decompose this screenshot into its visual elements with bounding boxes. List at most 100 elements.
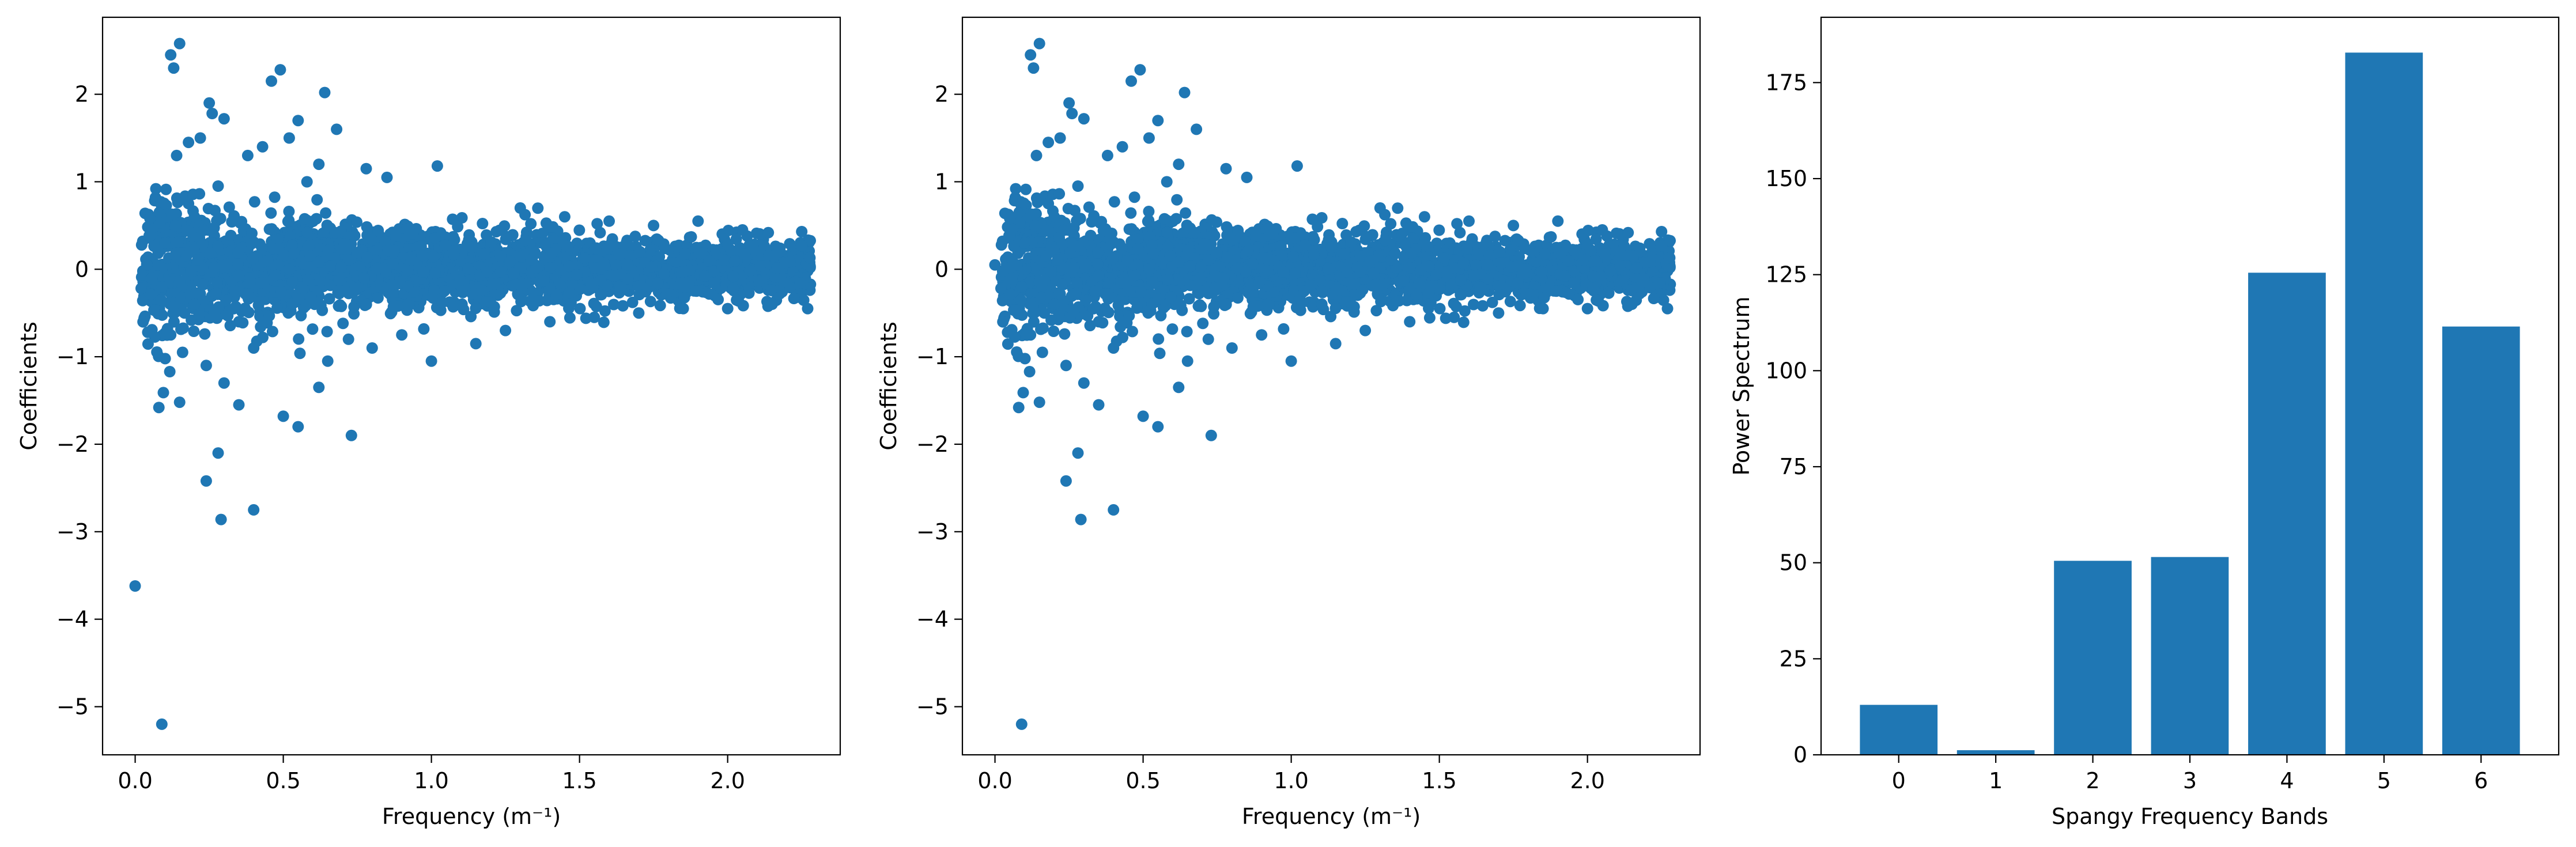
scatter-point (1445, 278, 1457, 290)
scatter-point (164, 366, 176, 377)
scatter-point (765, 284, 777, 296)
scatter-point (209, 205, 221, 217)
scatter-point (579, 252, 591, 264)
scatter-point (1614, 228, 1626, 240)
scatter-point (256, 242, 268, 254)
scatter-point (1603, 287, 1615, 299)
scatter-point (758, 240, 770, 252)
scatter-point (722, 238, 734, 250)
scatter-point (1396, 228, 1408, 240)
scatter-point (232, 247, 244, 259)
scatter-point (248, 504, 260, 516)
scatter-point (142, 338, 154, 350)
scatter-point (563, 302, 575, 315)
scatter-point (429, 232, 441, 244)
scatter-point (1161, 226, 1173, 239)
scatter-point (1590, 233, 1602, 245)
scatter-point (545, 247, 557, 259)
scatter-point (171, 149, 183, 161)
scatter-point (286, 276, 299, 288)
scatter-point (730, 233, 742, 245)
scatter-point (295, 309, 307, 322)
scatter-point (677, 302, 689, 315)
scatter-point (511, 305, 523, 317)
scatter-point (351, 247, 363, 259)
scatter-point (1664, 235, 1676, 247)
scatter-point (157, 387, 169, 399)
x-tick-label: 0.0 (118, 768, 152, 793)
scatter-point (1183, 293, 1195, 305)
scatter-point (256, 141, 269, 153)
scatter-point (284, 230, 296, 243)
x-tick-label: 1.0 (414, 768, 448, 793)
scatter-point (210, 288, 222, 300)
y-axis-label: Coefficients (16, 322, 41, 451)
scatter-point (323, 293, 335, 305)
scatter-point (594, 226, 606, 239)
scatter-point (591, 218, 603, 230)
scatter-point (1019, 353, 1031, 365)
scatter-point (762, 249, 775, 261)
scatter-point (302, 274, 314, 286)
scatter-point (1162, 241, 1174, 253)
x-axis-label: Frequency (m⁻¹) (382, 804, 561, 829)
scatter-point (1040, 225, 1052, 237)
scatter-point (485, 296, 496, 308)
scatter-point (558, 211, 571, 223)
scatter-point (678, 292, 690, 304)
scatter-point (246, 228, 258, 239)
scatter-point (1211, 216, 1222, 228)
scatter-point (1375, 296, 1387, 308)
scatter-point (1457, 316, 1470, 328)
scatter-point (135, 282, 147, 294)
scatter-point (402, 264, 414, 277)
scatter-point (382, 245, 394, 257)
scatter-point (248, 342, 260, 354)
scatter-point (1083, 201, 1095, 213)
scatter-point (198, 224, 210, 236)
scatter-point (727, 270, 739, 282)
scatter-point (796, 240, 808, 252)
scatter-point (1197, 317, 1209, 330)
scatter-point (1154, 347, 1166, 360)
scatter-cloud (135, 183, 817, 399)
scatter-point (470, 338, 482, 350)
scatter-point (494, 250, 507, 262)
scatter-point (329, 226, 341, 239)
scatter-point (439, 239, 451, 251)
scatter-point (1608, 239, 1620, 250)
scatter-point (563, 260, 575, 273)
scatter-point (564, 312, 576, 324)
scatter-point (1080, 294, 1092, 307)
scatter-point (1085, 229, 1097, 241)
y-tick-label: 0 (75, 256, 89, 282)
scatter-point (589, 262, 601, 274)
scatter-point (690, 285, 702, 297)
scatter-point (1306, 213, 1319, 225)
scatter-point (633, 289, 645, 301)
scatter-point (1059, 328, 1071, 340)
scatter-point (1002, 338, 1014, 350)
scatter-point (614, 281, 626, 293)
scatter-point (447, 301, 459, 313)
scatter-point (516, 279, 528, 291)
scatter-point (660, 288, 673, 300)
scatter-point (146, 273, 158, 285)
scatter-point (1338, 248, 1350, 260)
scatter-point (361, 251, 373, 263)
scatter-point (712, 293, 724, 305)
scatter-point (151, 259, 163, 271)
scatter-point (229, 285, 241, 297)
scatter-point (648, 220, 660, 232)
scatter-point (645, 260, 658, 273)
scatter-point (784, 256, 796, 268)
scatter-point (164, 276, 176, 288)
scatter-point (727, 282, 739, 294)
scatter-point (425, 355, 437, 367)
scatter-point (1440, 312, 1452, 324)
scatter-point (292, 115, 304, 127)
scatter-point (299, 213, 311, 225)
scatter-point (183, 198, 195, 210)
